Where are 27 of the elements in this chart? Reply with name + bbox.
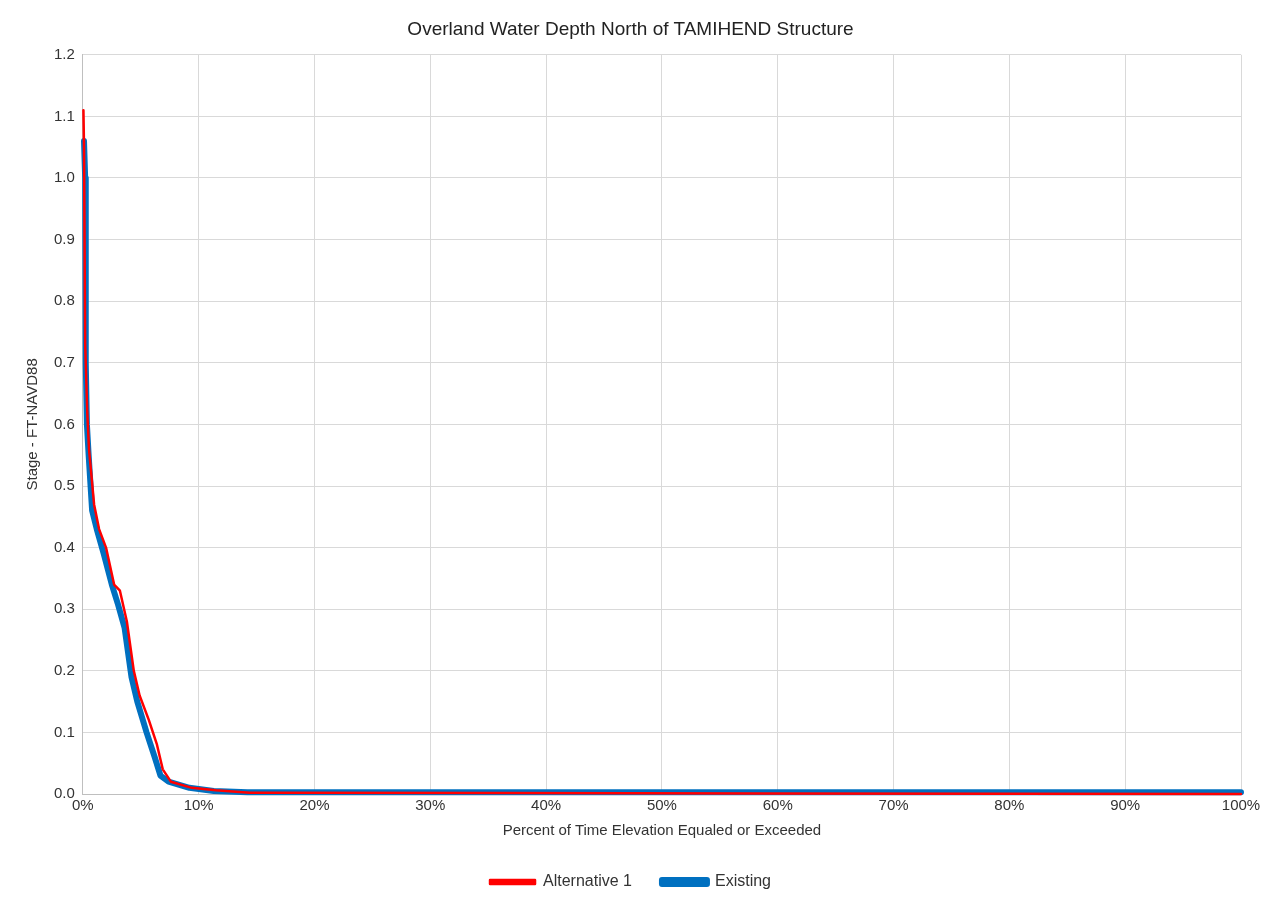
legend-label: Alternative 1 [543, 872, 633, 890]
y-tick-label: 0.3 [53, 599, 75, 617]
x-tick-label: 40% [531, 796, 562, 814]
y-tick-label: 1.2 [53, 44, 75, 62]
y-tick-label: 0.6 [53, 414, 75, 432]
x-axis-title: Percent of Time Elevation Equaled or Exceeded [502, 821, 822, 839]
y-tick-label: 0.2 [53, 660, 75, 678]
y-tick-label: 0.5 [53, 476, 75, 494]
x-tick-label: 50% [646, 796, 677, 814]
x-tick-label: 10% [183, 796, 214, 814]
legend-label: Existing [714, 872, 771, 890]
y-tick-label: 1.0 [53, 168, 75, 186]
y-tick-label: 1.1 [53, 106, 75, 124]
x-tick-label: 20% [299, 796, 330, 814]
y-tick-label: 0.1 [53, 722, 75, 740]
y-axis-title: Stage - FT-NAVD88 [23, 358, 41, 491]
x-tick-label: 30% [415, 796, 446, 814]
x-tick-label: 60% [762, 796, 793, 814]
y-tick-label: 0.8 [53, 291, 75, 309]
x-tick-label: 90% [1110, 796, 1141, 814]
x-tick-label: 100% [1221, 796, 1261, 814]
y-tick-label: 0.7 [53, 352, 75, 370]
x-tick-label: 80% [994, 796, 1025, 814]
y-tick-label: 0.4 [53, 537, 75, 555]
chart-title: Overland Water Depth North of TAMIHEND Structure [407, 17, 854, 39]
y-tick-label: 0.9 [53, 229, 75, 247]
x-tick-label: 70% [878, 796, 909, 814]
